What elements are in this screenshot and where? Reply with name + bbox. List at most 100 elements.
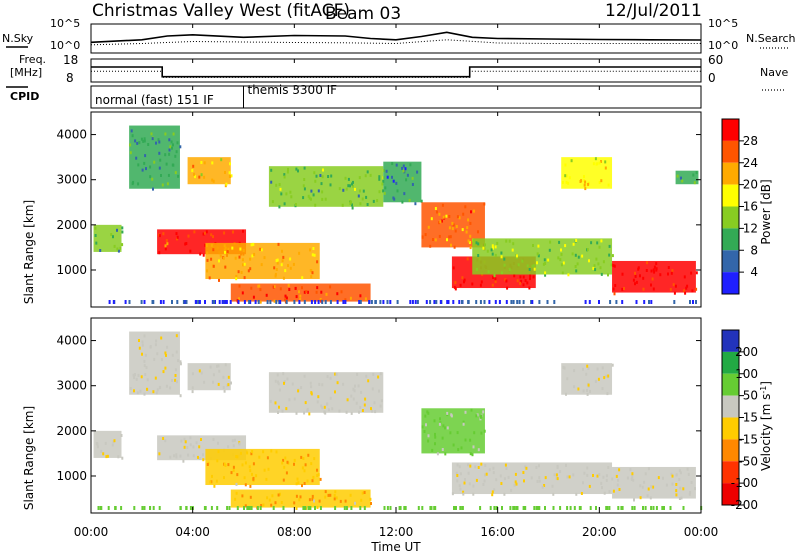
heatmap-cell bbox=[310, 462, 313, 466]
heatmap-cell bbox=[222, 375, 225, 379]
heatmap-cell bbox=[454, 229, 457, 233]
heatmap-cell bbox=[172, 132, 175, 136]
heatmap-cell bbox=[378, 177, 381, 181]
ground-scatter-cell bbox=[143, 300, 146, 304]
xtick-label: 16:00 bbox=[480, 525, 515, 539]
heatmap-cell bbox=[563, 366, 566, 370]
heatmap-region bbox=[612, 466, 696, 499]
heatmap-cell bbox=[686, 284, 689, 288]
heatmap-cell bbox=[165, 239, 168, 243]
heatmap-cell bbox=[233, 438, 236, 442]
heatmap-cell bbox=[200, 161, 203, 164]
heatmap-cell bbox=[472, 239, 475, 243]
heatmap-cell bbox=[492, 246, 494, 250]
heatmap-cell bbox=[346, 398, 349, 402]
heatmap-cell bbox=[494, 280, 497, 284]
ground-scatter-cell bbox=[414, 300, 417, 304]
heatmap-cell bbox=[342, 382, 345, 386]
heatmap-cell bbox=[383, 191, 386, 195]
ground-scatter-cell bbox=[321, 300, 324, 304]
heatmap-cell bbox=[503, 492, 506, 496]
heatmap-cell bbox=[598, 245, 601, 249]
heatmap-cell bbox=[642, 276, 645, 280]
heatmap-cell bbox=[320, 182, 323, 186]
heatmap-cell bbox=[499, 474, 502, 478]
heatmap-cell bbox=[352, 397, 355, 401]
heatmap-cell bbox=[171, 146, 173, 150]
heatmap-cell bbox=[631, 472, 634, 476]
heatmap-cell bbox=[541, 485, 544, 489]
heatmap-cell bbox=[353, 389, 356, 393]
heatmap-cell bbox=[379, 372, 382, 376]
heatmap-cell bbox=[250, 286, 253, 290]
heatmap-cell bbox=[237, 270, 240, 274]
heatmap-cell bbox=[241, 258, 244, 262]
heatmap-cell bbox=[493, 488, 496, 492]
heatmap-cell bbox=[462, 492, 465, 496]
heatmap-cell bbox=[692, 173, 695, 177]
heatmap-cell bbox=[206, 258, 209, 262]
heatmap-cell bbox=[202, 453, 204, 457]
heatmap-cell bbox=[427, 439, 430, 443]
ground-scatter-cell bbox=[269, 300, 272, 304]
heatmap-cell bbox=[293, 501, 296, 505]
heatmap-cell bbox=[434, 432, 436, 436]
ground-scatter-cell bbox=[609, 300, 612, 304]
heatmap-cell bbox=[402, 169, 405, 173]
heatmap-cell bbox=[479, 283, 482, 287]
ground-scatter-cell bbox=[224, 300, 227, 304]
heatmap-cell bbox=[317, 395, 320, 399]
heatmap-cell bbox=[434, 238, 437, 242]
heatmap-cell bbox=[374, 410, 377, 414]
heatmap-cell bbox=[561, 271, 564, 275]
heatmap-cell bbox=[438, 234, 441, 238]
ground-scatter-cell bbox=[179, 506, 182, 510]
heatmap-cell bbox=[156, 352, 159, 356]
heatmap-cell bbox=[360, 498, 363, 502]
heatmap-cell bbox=[223, 462, 226, 466]
heatmap-cell bbox=[378, 389, 380, 393]
heatmap-cell bbox=[212, 248, 215, 252]
heatmap-cell bbox=[480, 431, 483, 435]
heatmap-cell bbox=[608, 253, 611, 257]
heatmap-cell bbox=[258, 284, 261, 288]
heatmap-cell bbox=[586, 388, 588, 392]
ground-scatter-cell bbox=[336, 300, 339, 304]
heatmap-cell bbox=[448, 226, 451, 230]
heatmap-cell bbox=[639, 484, 642, 488]
heatmap-cell bbox=[688, 492, 691, 496]
heatmap-cell bbox=[643, 480, 646, 484]
heatmap-cell bbox=[224, 265, 227, 269]
heatmap-cell bbox=[556, 477, 559, 481]
heatmap-cell bbox=[329, 376, 332, 380]
heatmap-cell bbox=[596, 367, 599, 371]
ground-scatter-cell bbox=[598, 300, 600, 304]
heatmap-cell bbox=[318, 499, 321, 503]
heatmap-cell bbox=[507, 475, 510, 479]
heatmap-cell bbox=[209, 480, 212, 484]
heatmap-cell bbox=[441, 203, 444, 207]
heatmap-cell bbox=[349, 202, 352, 205]
heatmap-cell bbox=[434, 442, 436, 446]
heatmap-cell bbox=[565, 392, 567, 396]
power-ylabel: Slant Range [km] bbox=[22, 200, 36, 304]
heatmap-cell bbox=[301, 484, 303, 488]
heatmap-cell bbox=[141, 168, 144, 172]
heatmap-cell bbox=[217, 450, 220, 454]
heatmap-cell bbox=[310, 391, 313, 395]
heatmap-cell bbox=[584, 187, 587, 191]
ground-scatter-cell bbox=[350, 506, 353, 510]
velocity-colorbar-swatch bbox=[722, 351, 739, 374]
heatmap-cell bbox=[612, 264, 615, 268]
heatmap-cell bbox=[133, 389, 135, 393]
ground-scatter-cell bbox=[370, 300, 373, 304]
heatmap-cell bbox=[202, 253, 205, 257]
heatmap-cell bbox=[215, 479, 218, 483]
heatmap-cell bbox=[282, 372, 285, 376]
heatmap-cell bbox=[204, 243, 207, 247]
heatmap-cell bbox=[667, 272, 669, 276]
nsearch-label: N.Search bbox=[746, 32, 796, 45]
heatmap-cell bbox=[618, 468, 621, 472]
ground-scatter-cell bbox=[248, 300, 251, 304]
heatmap-cell bbox=[152, 390, 155, 394]
